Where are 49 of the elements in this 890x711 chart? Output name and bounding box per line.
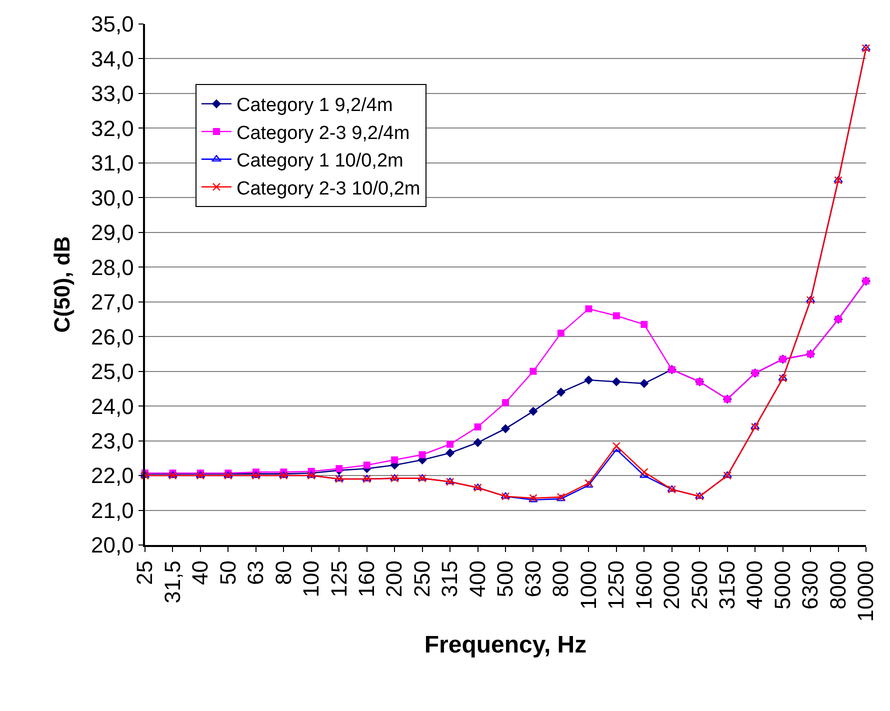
legend-label: Category 2-3 9,2/4m — [236, 122, 410, 144]
x-tick-label: 5000 — [770, 560, 795, 610]
x-tick-label: 50 — [215, 560, 240, 586]
x-tick-label: 100 — [298, 560, 324, 598]
x-tick-label: 2500 — [686, 560, 712, 610]
x-tick-label: 500 — [492, 560, 518, 598]
y-axis-title: C(50), dB — [49, 236, 74, 333]
x-tick-label: 8000 — [825, 560, 850, 610]
x-tick-label: 315 — [437, 560, 462, 598]
x-tick-label: 10000 — [853, 560, 878, 622]
legend-label: Category 2-3 10/0,2m — [236, 178, 420, 200]
x-tick-label: 6300 — [798, 560, 823, 610]
x-tick-label: 1250 — [604, 560, 629, 610]
x-tick-label: 630 — [520, 560, 546, 598]
y-tick-label: 25,0 — [91, 359, 134, 384]
x-tick-label: 4000 — [742, 560, 768, 610]
x-tick-label: 2000 — [659, 560, 684, 610]
x-tick-label: 1000 — [576, 560, 601, 610]
y-tick-label: 28,0 — [91, 254, 134, 280]
x-tick-label: 1600 — [631, 560, 656, 610]
y-tick-label: 26,0 — [91, 324, 134, 350]
x-tick-label: 31,5 — [160, 560, 185, 604]
y-tick-label: 29,0 — [91, 220, 134, 246]
y-tick-label: 33,0 — [91, 81, 134, 106]
y-tick-label: 21,0 — [91, 498, 134, 523]
x-tick-label: 3150 — [714, 560, 740, 610]
y-tick-label: 30,0 — [91, 185, 134, 210]
x-tick-label: 125 — [326, 560, 352, 598]
y-tick-label: 31,0 — [91, 150, 134, 176]
y-tick-label: 35,0 — [91, 12, 134, 37]
legend-label: Category 1 9,2/4m — [236, 95, 393, 116]
y-tick-label: 32,0 — [91, 116, 134, 141]
y-tick-label: 27,0 — [91, 290, 134, 315]
x-tick-label: 63 — [243, 560, 268, 586]
x-tick-label: 250 — [409, 560, 434, 598]
y-tick-label: 24,0 — [91, 394, 134, 419]
x-tick-label: 400 — [464, 560, 490, 598]
y-tick-label: 34,0 — [91, 46, 134, 72]
y-tick-label: 22,0 — [91, 463, 134, 488]
x-tick-label: 40 — [188, 560, 213, 586]
legend-label: Category 1 10/0,2m — [236, 150, 404, 172]
x-tick-label: 80 — [270, 560, 296, 586]
x-axis-title: Frequency, Hz — [424, 632, 587, 659]
x-tick-label: 200 — [382, 560, 407, 598]
x-tick-label: 160 — [354, 560, 379, 598]
x-tick-label: 25 — [132, 560, 158, 586]
x-tick-label: 800 — [548, 560, 574, 598]
y-tick-label: 23,0 — [91, 428, 134, 454]
y-tick-label: 20,0 — [91, 532, 134, 558]
